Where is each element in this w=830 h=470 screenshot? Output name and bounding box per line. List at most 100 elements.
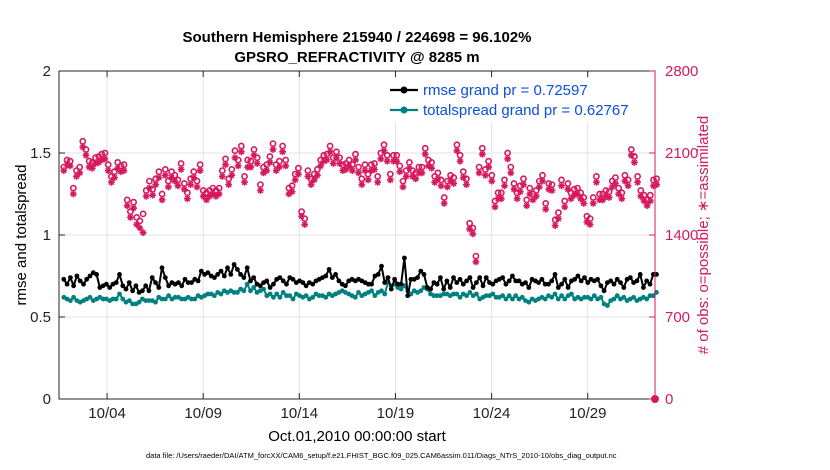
rmse-point (405, 293, 411, 299)
totalspread-point (153, 299, 158, 305)
obs-assimilated-marker (310, 176, 318, 184)
obs-assimilated-marker (222, 161, 229, 169)
obs-assimilated-marker (605, 194, 613, 201)
rmse-point (503, 281, 509, 287)
totalspread-point (398, 286, 404, 292)
rmse-point (280, 278, 286, 284)
obs-assimilated-marker (253, 160, 261, 167)
obs-assimilated-marker (234, 162, 242, 170)
obs-assimilated-marker (599, 196, 607, 204)
obs-possible-marker (589, 194, 597, 201)
totalspread-point (434, 293, 440, 299)
obs-assimilated-marker (406, 164, 413, 172)
obs-possible-marker (459, 168, 467, 176)
rmse-point (526, 285, 532, 290)
totalspread-point (382, 291, 388, 297)
rmse-point (343, 283, 348, 289)
rmse-point (614, 276, 620, 282)
totalspread-point (647, 293, 653, 299)
rmse-point (644, 278, 650, 284)
obs-assimilated-marker (218, 173, 226, 180)
rmse-point (536, 280, 541, 285)
obs-assimilated-marker (247, 163, 255, 171)
obs-possible-marker (361, 161, 369, 169)
totalspread-point (591, 293, 597, 299)
totalspread-point (513, 293, 519, 299)
obs-assimilated-marker (364, 176, 372, 184)
obs-possible-marker (177, 160, 185, 167)
rmse-point (231, 262, 237, 267)
obs-assimilated-marker (130, 204, 137, 212)
obs-assimilated-marker (73, 173, 80, 180)
obs-assimilated-marker (272, 167, 280, 174)
rmse-point (221, 273, 227, 279)
obs-assimilated-marker (507, 169, 515, 177)
obs-assimilated-marker (444, 183, 451, 191)
obs-assimilated-marker (120, 167, 128, 174)
rmse-point (578, 278, 584, 284)
obs-possible-marker (405, 158, 413, 166)
obs-assimilated-marker (60, 167, 68, 174)
obs-possible-marker (326, 142, 334, 150)
totalspread-point (113, 296, 119, 302)
obs-assimilated-marker (488, 177, 496, 185)
totalspread-point (474, 291, 479, 297)
rmse-point (565, 285, 571, 290)
y2-tick-label: 2100 (665, 145, 698, 162)
obs-possible-marker (472, 252, 480, 260)
totalspread-point (290, 296, 296, 302)
obs-possible-marker (130, 198, 137, 206)
totalspread-point (549, 294, 555, 300)
y-tick-label: 2 (43, 63, 51, 80)
obs-assimilated-marker (342, 166, 350, 173)
rmse-point (542, 281, 548, 287)
rmse-point (618, 280, 623, 285)
obs-assimilated-marker (279, 148, 286, 156)
obs-assimilated-marker (196, 167, 204, 174)
axes: 10/04 10/09 10/14 10/19 10/24 10/29 0 0.5 1 1.5 2 0… (30, 63, 698, 422)
obs-possible-marker (279, 142, 286, 150)
totalspread-point (100, 296, 106, 302)
totalspread-point (611, 296, 617, 302)
obs-assimilated-marker (98, 156, 106, 164)
totalspread-point (542, 296, 548, 302)
obs-possible-marker (190, 168, 198, 176)
rmse-point (300, 280, 306, 285)
rmse-point (559, 281, 564, 287)
obs-possible-marker (256, 181, 264, 188)
totalspread-point (310, 294, 316, 300)
rmse-point (225, 265, 230, 271)
totalspread-point (500, 293, 505, 299)
obs-assimilated-marker (320, 157, 328, 165)
obs-assimilated-marker (485, 163, 492, 171)
totalspread-point (267, 291, 273, 297)
totalspread-point (588, 296, 594, 302)
rmse-point (107, 285, 113, 290)
obs-assimilated-marker (215, 190, 223, 198)
obs-assimilated-marker (520, 181, 527, 188)
rmse-point (572, 276, 578, 282)
rmse-point (205, 270, 211, 276)
rmse-point (244, 265, 250, 271)
rmse-point (326, 267, 332, 272)
rmse-point (398, 281, 404, 287)
totalspread-point (369, 288, 374, 294)
obs-assimilated-marker (542, 205, 550, 213)
x-tick-label: 10/04 (88, 405, 126, 422)
rmse-point (552, 272, 558, 277)
obs-possible-marker (440, 194, 448, 201)
obs-assimilated-marker (184, 195, 191, 203)
obs-assimilated-marker (82, 151, 90, 159)
rmse-point (369, 281, 374, 287)
rmse-point (284, 281, 289, 287)
rmse-point (483, 275, 489, 280)
obs-assimilated-marker (180, 185, 188, 193)
obs-possible-marker (241, 172, 248, 180)
x-tick-label: 10/09 (184, 405, 222, 422)
obs-assimilated-marker (453, 147, 461, 155)
obs-assimilated-marker (586, 221, 594, 228)
obs-assimilated-marker (418, 169, 426, 177)
totalspread-point (241, 288, 247, 294)
rmse-point (257, 283, 263, 289)
data-file-footnote: data file: /Users/raeder/DAI/ATM_forcXX/… (146, 451, 617, 460)
